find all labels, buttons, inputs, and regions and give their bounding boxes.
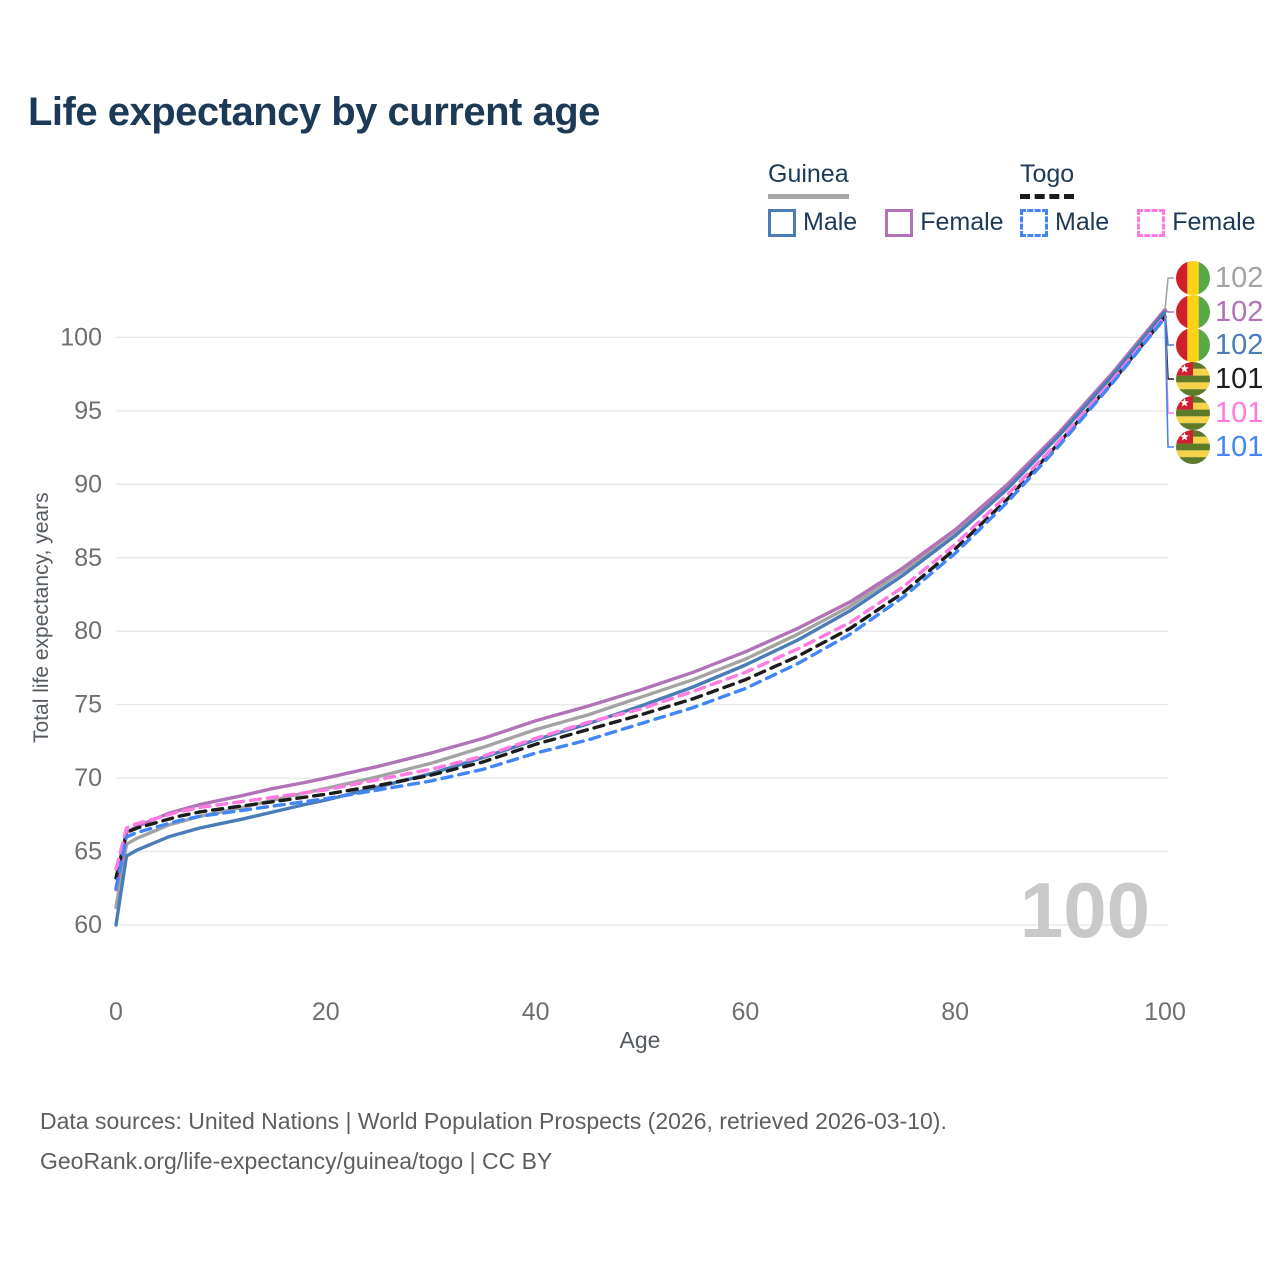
series-line-guinea-all[interactable] (114, 308, 1167, 910)
x-tick-100: 100 (1144, 998, 1186, 1026)
y-tick-90: 90 (74, 470, 102, 498)
series-line-togo-all[interactable] (114, 315, 1167, 880)
legend-item-togo-female[interactable]: Female (1137, 208, 1256, 237)
legend-item-label: Female (920, 208, 1004, 236)
series-line-guinea-male[interactable] (114, 310, 1167, 927)
x-tick-40: 40 (522, 998, 550, 1026)
y-tick-100: 100 (60, 323, 102, 351)
togo-flag-icon (1176, 362, 1210, 396)
guinea-flag-icon (1176, 295, 1210, 329)
x-tick-80: 80 (941, 998, 969, 1026)
end-value-label-togo-female: 101 (1215, 396, 1264, 429)
legend-item-label: Male (1055, 208, 1110, 236)
series-line-guinea-female[interactable] (114, 307, 1167, 892)
legend-swatch-togo-female (1137, 208, 1166, 237)
annotation-row-guinea-male: 102 (1176, 328, 1263, 362)
y-tick-65: 65 (74, 838, 102, 866)
legend-group-title-guinea[interactable]: Guinea (768, 160, 849, 199)
y-tick-80: 80 (74, 617, 102, 645)
legend-group-title-togo[interactable]: Togo (1020, 160, 1075, 199)
y-tick-95: 95 (74, 397, 102, 425)
legend-group-togo: Togo Male Female (1020, 160, 1256, 237)
legend-item-guinea-female[interactable]: Female (885, 208, 1004, 237)
series-line-togo-female[interactable] (114, 314, 1167, 871)
y-tick-70: 70 (74, 764, 102, 792)
annotation-connector-guinea-female (1164, 308, 1174, 313)
attribution-text: GeoRank.org/life-expectancy/guinea/togo … (40, 1148, 553, 1174)
annotation-row-togo-female: 101 (1176, 396, 1263, 430)
annotation-connector-togo-male (1164, 317, 1174, 448)
guinea-flag-icon (1176, 261, 1210, 295)
current-age-watermark: 100 (1019, 866, 1151, 954)
legend-swatch-guinea-male (768, 208, 796, 237)
annotation-row-guinea-all: 102 (1176, 261, 1263, 295)
legend-swatch-guinea-female (885, 208, 914, 237)
x-axis-title: Age (619, 1027, 661, 1053)
x-tick-60: 60 (731, 998, 759, 1026)
legend-items-guinea: Male Female (768, 208, 1004, 237)
annotation-row-togo-all: 101 (1176, 362, 1263, 396)
y-tick-75: 75 (74, 691, 102, 719)
legend-item-guinea-male[interactable]: Male (768, 208, 857, 237)
data-sources-text: Data sources: United Nations | World Pop… (40, 1108, 947, 1134)
x-tick-0: 0 (109, 998, 123, 1026)
end-value-label-guinea-female: 102 (1215, 295, 1264, 328)
x-tick-20: 20 (312, 998, 340, 1026)
end-value-label-guinea-all: 102 (1215, 261, 1264, 294)
end-value-label-togo-all: 101 (1215, 362, 1264, 395)
end-value-label-togo-male: 101 (1215, 430, 1264, 463)
y-axis-title: Total life expectancy, years (30, 492, 53, 744)
series-line-togo-male[interactable] (114, 315, 1167, 890)
annotation-row-guinea-female: 102 (1176, 295, 1263, 329)
legend-swatch-togo-male (1020, 208, 1048, 237)
annotation-row-togo-male: 101 (1176, 430, 1263, 464)
togo-flag-icon (1176, 430, 1210, 464)
legend-group-guinea: Guinea Male Female (768, 160, 1004, 237)
annotation-connector-guinea-all (1164, 277, 1174, 311)
legend-item-label: Male (803, 208, 858, 236)
legend-items-togo: Male Female (1020, 208, 1256, 237)
page-title: Life expectancy by current age (28, 90, 600, 134)
legend-item-togo-male[interactable]: Male (1020, 208, 1109, 237)
togo-flag-icon (1176, 396, 1210, 430)
end-value-label-guinea-male: 102 (1215, 328, 1264, 361)
y-tick-85: 85 (74, 544, 102, 572)
y-tick-60: 60 (74, 911, 102, 939)
guinea-flag-icon (1176, 328, 1210, 362)
legend-item-label: Female (1172, 208, 1256, 236)
